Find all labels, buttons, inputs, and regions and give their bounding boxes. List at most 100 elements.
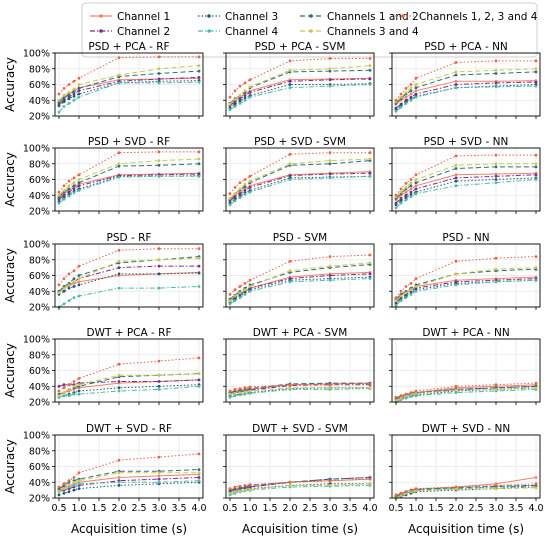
data-point bbox=[72, 269, 76, 273]
data-point bbox=[409, 193, 413, 196]
data-point bbox=[117, 389, 121, 393]
data-point bbox=[233, 294, 237, 298]
series-line bbox=[229, 84, 371, 111]
data-point bbox=[534, 162, 538, 166]
legend-label: Channel 4 bbox=[225, 26, 278, 38]
data-point bbox=[67, 394, 71, 398]
data-point bbox=[494, 280, 498, 284]
data-point bbox=[233, 105, 237, 108]
data-point bbox=[243, 488, 247, 492]
data-point bbox=[57, 201, 61, 205]
data-point bbox=[399, 92, 403, 96]
data-point bbox=[238, 484, 242, 488]
data-point bbox=[157, 264, 161, 268]
x-tick-label: 1.0 bbox=[71, 503, 86, 514]
series-line bbox=[58, 480, 200, 491]
subplot: DWT + SVD - NN 0.5 1.0 1.5 2.0 2.5 3.0 3.5 4.0 bbox=[388, 423, 543, 514]
data-point bbox=[243, 392, 247, 396]
x-tick-label: 2.5 bbox=[131, 503, 146, 514]
data-point bbox=[328, 484, 332, 487]
data-point bbox=[117, 471, 121, 475]
data-point bbox=[117, 480, 121, 484]
legend-label: Channels 1 and 2 bbox=[327, 11, 419, 23]
data-point bbox=[197, 356, 201, 360]
data-point bbox=[243, 178, 247, 181]
data-point bbox=[328, 78, 332, 82]
legend-swatch-marker bbox=[207, 29, 211, 33]
y-axis-label: Accuracy bbox=[3, 152, 17, 207]
data-point bbox=[233, 199, 237, 203]
data-point bbox=[238, 285, 242, 288]
data-point bbox=[238, 94, 242, 97]
subplot: PSD + SVD - RF 20% 40% 60% 80% 100% bbox=[23, 136, 204, 218]
x-tick-label: 2.0 bbox=[282, 503, 297, 514]
data-point bbox=[157, 258, 161, 262]
data-point bbox=[534, 178, 538, 181]
x-tick-label: 3.5 bbox=[508, 503, 523, 514]
data-point bbox=[288, 86, 292, 90]
data-point bbox=[288, 484, 292, 487]
data-point bbox=[67, 388, 71, 391]
data-point bbox=[414, 89, 418, 93]
data-point bbox=[238, 181, 242, 185]
data-point bbox=[233, 195, 237, 199]
series-line bbox=[229, 276, 371, 303]
data-point bbox=[57, 104, 61, 108]
y-tick-label: 80% bbox=[29, 64, 50, 75]
data-point bbox=[117, 56, 121, 60]
data-point bbox=[238, 489, 242, 493]
data-point bbox=[77, 479, 81, 483]
data-point bbox=[228, 395, 232, 399]
data-point bbox=[394, 109, 398, 113]
subplot: DWT + PCA - NN bbox=[389, 327, 541, 405]
data-point bbox=[157, 150, 161, 154]
shared-axis-labels: Accuracy Accuracy Accuracy Accuracy Accuracy… bbox=[3, 57, 524, 536]
data-point bbox=[117, 362, 121, 366]
data-point bbox=[409, 288, 413, 292]
data-point bbox=[197, 285, 201, 288]
data-point bbox=[394, 299, 398, 303]
data-point bbox=[328, 151, 332, 155]
series-line bbox=[395, 60, 536, 101]
data-point bbox=[62, 286, 66, 290]
data-point bbox=[117, 259, 121, 263]
data-point bbox=[414, 391, 418, 395]
data-point bbox=[534, 381, 538, 385]
data-point bbox=[494, 267, 498, 271]
data-point bbox=[62, 394, 66, 398]
data-point bbox=[72, 277, 76, 280]
data-point bbox=[534, 482, 538, 486]
data-point bbox=[454, 83, 458, 86]
data-point bbox=[399, 201, 403, 205]
data-point bbox=[454, 179, 458, 183]
data-point bbox=[494, 153, 498, 157]
series-line bbox=[395, 268, 537, 300]
data-point bbox=[409, 178, 413, 181]
data-point bbox=[233, 394, 237, 398]
data-point bbox=[77, 277, 81, 280]
data-point bbox=[157, 380, 161, 383]
legend-swatch-marker bbox=[99, 29, 103, 33]
data-point bbox=[197, 76, 201, 79]
series-line bbox=[229, 383, 371, 392]
data-point bbox=[248, 91, 252, 94]
data-point bbox=[394, 203, 398, 207]
data-point bbox=[394, 395, 398, 399]
data-point bbox=[248, 186, 252, 189]
x-tick-label: 1.5 bbox=[262, 503, 277, 514]
y-tick-label: 20% bbox=[29, 112, 50, 123]
data-point bbox=[494, 81, 498, 85]
data-point bbox=[394, 193, 398, 197]
x-tick-label: 0.5 bbox=[222, 503, 237, 514]
data-point bbox=[454, 173, 458, 177]
data-point bbox=[414, 92, 418, 96]
data-point bbox=[238, 97, 242, 101]
data-point bbox=[197, 476, 201, 479]
data-point bbox=[288, 386, 292, 390]
data-point bbox=[77, 92, 81, 96]
subplot-title: PSD + SVD - RF bbox=[88, 136, 170, 148]
data-point bbox=[534, 67, 538, 71]
data-point bbox=[399, 394, 403, 398]
data-point bbox=[67, 190, 71, 194]
